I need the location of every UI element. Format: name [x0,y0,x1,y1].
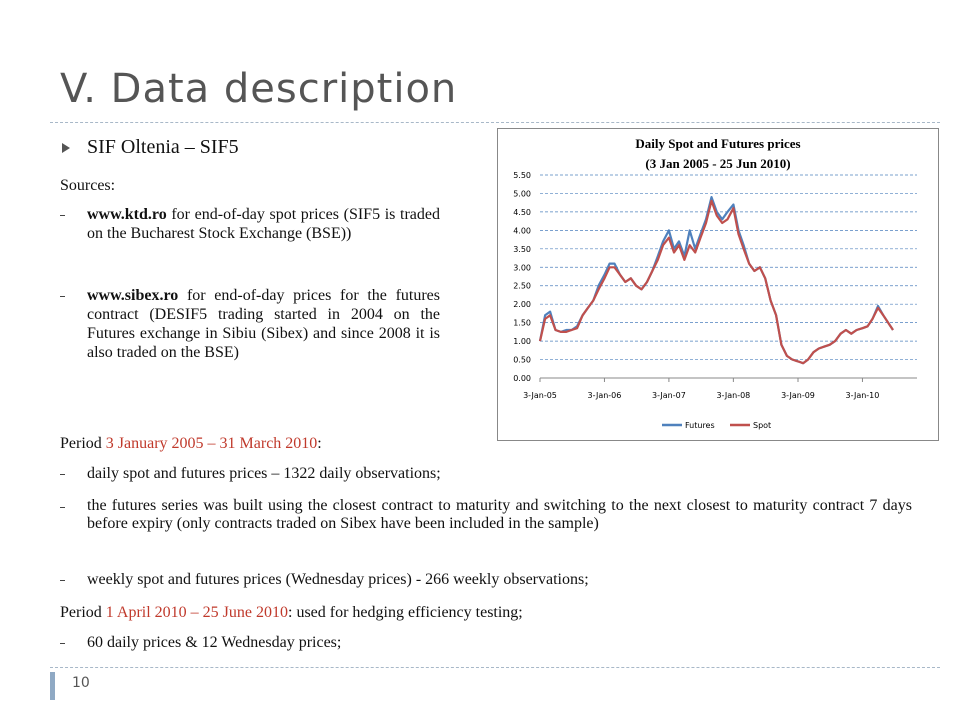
sources-label: Sources: [60,177,116,194]
slide-title: V. Data description [60,66,458,112]
data-line [538,199,894,365]
period-item: the futures series was built using the c… [87,497,912,532]
chart-title: Daily Spot and Futures prices [635,136,800,151]
source-text: for end-of-day spot prices (SIF5 is trad… [87,206,440,242]
legend-label: Futures [685,421,715,430]
y-tick-label: 4.00 [513,226,531,235]
period-item: 60 daily prices & 12 Wednesday prices; [87,634,342,651]
period-suffix: : [317,435,322,452]
y-tick-label: 4.50 [513,208,531,217]
y-tick-label: 0.00 [513,374,531,383]
y-tick-label: 1.00 [513,337,531,346]
source-item: www.ktd.ro for end-of-day spot prices (S… [87,205,440,243]
x-tick-label: 3-Jan-10 [846,391,880,400]
list-marker [60,474,65,475]
source-item: www.sibex.ro for end-of-day prices for t… [87,286,440,362]
period-item: weekly spot and futures prices (Wednesda… [87,571,589,588]
divider [50,667,940,668]
x-tick-label: 3-Jan-06 [588,391,622,400]
list-marker [60,507,65,508]
x-tick-label: 3-Jan-05 [523,391,557,400]
list-marker [60,643,65,644]
x-tick-label: 3-Jan-08 [716,391,750,400]
y-tick-label: 2.00 [513,300,531,309]
x-tick-label: 3-Jan-07 [652,391,686,400]
source-text: for end-of-day prices for the futures co… [87,287,440,361]
period-prefix: Period [60,435,106,452]
period-item: daily spot and futures prices – 1322 dai… [87,465,441,482]
y-tick-label: 3.00 [513,263,531,272]
list-marker [60,296,65,297]
period-range: 3 January 2005 – 31 March 2010 [105,435,318,452]
period-suffix: : used for hedging efficiency testing; [288,604,523,621]
period-prefix: Period [60,604,106,621]
list-marker [60,580,65,581]
y-tick-label: 5.00 [513,189,531,198]
chart-frame [497,128,939,441]
period-range: 1 April 2010 – 25 June 2010 [105,604,288,621]
source-link: www.sibex.ro [87,287,179,304]
legend-label: Spot [753,421,771,430]
source-link: www.ktd.ro [87,206,167,223]
chart: Daily Spot and Futures prices (3 Jan 200… [497,128,939,441]
section-heading: SIF Oltenia – SIF5 [87,136,239,158]
page-number: 10 [72,675,90,691]
period-line: Period 1 April 2010 – 25 June 2010: used… [60,603,523,622]
y-tick-label: 3.50 [513,245,531,254]
footer-bar [50,672,55,700]
period-line: Period 3 January 2005 – 31 March 2010: [60,434,322,453]
y-tick-label: 1.50 [513,319,531,328]
y-tick-label: 2.50 [513,282,531,291]
bullet-icon [62,143,70,153]
divider [50,122,940,123]
list-marker [60,215,65,216]
x-tick-label: 3-Jan-09 [781,391,815,400]
y-tick-label: 0.50 [513,356,531,365]
chart-subtitle: (3 Jan 2005 - 25 Jun 2010) [645,156,790,171]
y-tick-label: 5.50 [513,171,531,180]
